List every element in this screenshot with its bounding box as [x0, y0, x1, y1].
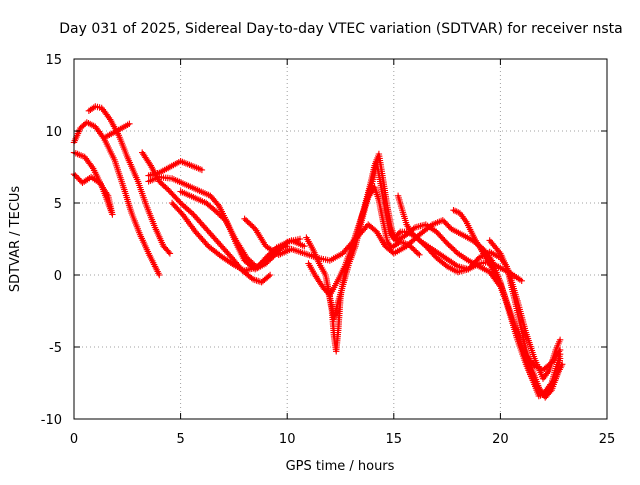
- x-tick-label: 20: [492, 432, 509, 447]
- series-markers: [450, 207, 564, 374]
- data-layer: [70, 103, 566, 401]
- series-markers: [305, 184, 423, 299]
- series-markers: [70, 119, 163, 279]
- x-tick-label: 25: [599, 432, 616, 447]
- y-tick-label: 10: [45, 125, 62, 140]
- chart-title: Day 031 of 2025, Sidereal Day-to-day VTE…: [59, 21, 622, 37]
- y-tick-label: 5: [54, 197, 62, 212]
- x-tick-label: 10: [279, 432, 296, 447]
- data-series: [486, 237, 564, 382]
- data-series: [85, 103, 174, 257]
- y-tick-label: -5: [49, 341, 62, 356]
- series-markers: [70, 149, 116, 218]
- plot-area-frame: [73, 58, 608, 420]
- series-markers: [85, 103, 174, 257]
- x-tick-label: 0: [70, 432, 78, 447]
- y-tick-label: -10: [41, 413, 62, 428]
- data-series: [305, 184, 423, 299]
- data-series: [394, 192, 566, 401]
- data-series: [145, 158, 206, 179]
- data-series: [70, 149, 116, 218]
- y-axis-label: SDTVAR / TECUs: [8, 186, 23, 293]
- series-track: [452, 209, 562, 372]
- data-series: [70, 119, 163, 279]
- axis-ticks: 0 5 10 15 20 25 -10 -5 0 5 10 15: [41, 53, 616, 447]
- data-series: [102, 120, 133, 140]
- y-tick-label: 15: [45, 53, 62, 68]
- y-tick-label: 0: [54, 269, 62, 284]
- series-markers: [486, 237, 564, 382]
- x-axis-label: GPS time / hours: [286, 459, 395, 474]
- series-markers: [394, 192, 566, 401]
- grid-lines: [74, 59, 607, 419]
- series-markers: [102, 120, 133, 140]
- data-series: [450, 207, 564, 374]
- series-markers: [145, 158, 206, 179]
- x-tick-label: 5: [176, 432, 184, 447]
- x-tick-label: 15: [386, 432, 403, 447]
